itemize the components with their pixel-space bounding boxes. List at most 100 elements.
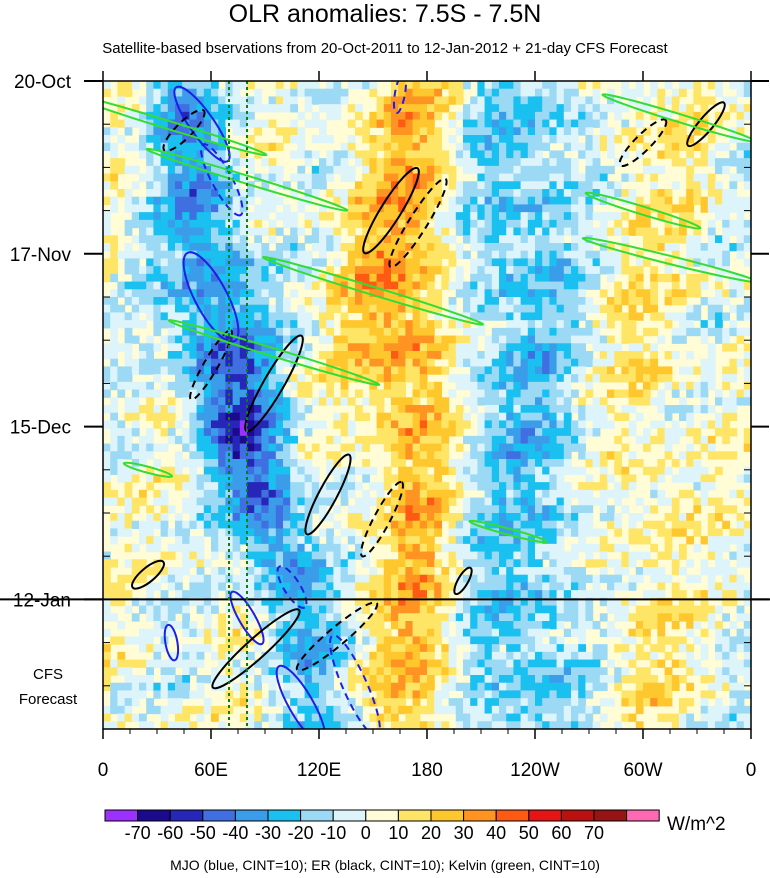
anomaly-cell	[679, 327, 687, 337]
anomaly-cell	[131, 165, 140, 175]
anomaly-cell	[167, 320, 176, 329]
anomaly-cell	[607, 266, 615, 275]
anomaly-cell	[419, 266, 428, 275]
anomaly-cell	[398, 335, 406, 344]
anomaly-cell	[117, 88, 126, 98]
anomaly-cell	[405, 258, 414, 267]
anomaly-cell	[247, 613, 255, 622]
anomaly-cell	[124, 528, 133, 537]
anomaly-cell	[434, 212, 442, 221]
anomaly-cell	[211, 389, 219, 398]
anomaly-cell	[427, 513, 435, 522]
anomaly-cell	[434, 520, 442, 530]
anomaly-cell	[146, 520, 154, 530]
anomaly-cell	[477, 243, 486, 252]
anomaly-cell	[124, 559, 133, 568]
anomaly-cell	[643, 227, 651, 236]
anomaly-cell	[211, 466, 219, 476]
anomaly-cell	[110, 119, 118, 128]
anomaly-cell	[355, 158, 363, 167]
anomaly-cell	[110, 428, 118, 437]
anomaly-cell	[232, 204, 241, 213]
anomaly-cell	[592, 96, 601, 105]
anomaly-cell	[203, 351, 212, 360]
anomaly-cell	[506, 605, 514, 614]
anomaly-cell	[146, 81, 154, 90]
anomaly-cell	[664, 381, 673, 391]
anomaly-cell	[470, 574, 478, 584]
anomaly-cell	[297, 397, 306, 406]
anomaly-cell	[527, 111, 536, 121]
anomaly-cell	[275, 127, 284, 136]
anomaly-cell	[196, 289, 205, 298]
anomaly-cell	[218, 189, 226, 198]
anomaly-cell	[513, 297, 522, 306]
anomaly-cell	[110, 582, 118, 591]
anomaly-cell	[391, 358, 399, 368]
anomaly-cell	[218, 119, 226, 128]
anomaly-cell	[391, 343, 399, 352]
anomaly-cell	[189, 474, 198, 483]
anomaly-cell	[311, 235, 320, 244]
anomaly-cell	[477, 435, 486, 445]
anomaly-cell	[484, 574, 493, 584]
anomaly-cell	[146, 250, 154, 260]
anomaly-cell	[470, 505, 478, 514]
anomaly-cell	[225, 520, 234, 530]
anomaly-cell	[355, 235, 363, 244]
anomaly-cell	[297, 165, 306, 175]
anomaly-cell	[484, 258, 493, 267]
anomaly-cell	[275, 165, 284, 175]
anomaly-cell	[549, 366, 558, 375]
anomaly-cell	[211, 320, 219, 329]
anomaly-cell	[131, 181, 140, 190]
anomaly-cell	[441, 351, 450, 360]
anomaly-cell	[621, 466, 630, 476]
anomaly-cell	[707, 81, 716, 90]
anomaly-cell	[355, 574, 363, 584]
anomaly-cell	[715, 389, 723, 398]
anomaly-cell	[621, 250, 630, 260]
anomaly-cell	[571, 351, 579, 360]
anomaly-cell	[290, 289, 298, 298]
anomaly-cell	[211, 189, 219, 198]
anomaly-cell	[419, 212, 428, 221]
anomaly-cell	[232, 181, 241, 190]
anomaly-cell	[355, 482, 363, 491]
anomaly-cell	[499, 281, 507, 290]
anomaly-cell	[254, 428, 262, 437]
anomaly-cell	[326, 574, 334, 584]
anomaly-cell	[614, 482, 622, 491]
anomaly-cell	[218, 459, 226, 468]
anomaly-cell	[592, 104, 601, 113]
anomaly-cell	[455, 111, 464, 121]
anomaly-cell	[254, 590, 262, 599]
anomaly-cell	[391, 451, 399, 460]
anomaly-cell	[347, 250, 356, 260]
anomaly-cell	[628, 536, 637, 545]
anomaly-cell	[563, 335, 572, 344]
anomaly-cell	[513, 513, 522, 522]
anomaly-cell	[247, 505, 255, 514]
anomaly-cell	[736, 528, 745, 537]
anomaly-cell	[434, 81, 442, 90]
anomaly-cell	[405, 343, 414, 352]
anomaly-cell	[182, 551, 190, 560]
anomaly-cell	[736, 489, 745, 499]
anomaly-cell	[247, 489, 255, 499]
anomaly-cell	[657, 243, 666, 252]
anomaly-cell	[124, 543, 133, 553]
anomaly-cell	[326, 165, 334, 175]
anomaly-cell	[254, 520, 262, 530]
anomaly-cell	[103, 258, 111, 267]
anomaly-cell	[715, 335, 723, 344]
anomaly-cell	[124, 374, 133, 383]
anomaly-cell	[326, 189, 334, 198]
anomaly-cell	[463, 505, 471, 514]
anomaly-cell	[542, 127, 550, 136]
anomaly-cell	[355, 189, 363, 198]
anomaly-cell	[585, 119, 594, 128]
anomaly-cell	[153, 613, 162, 622]
anomaly-cell	[506, 466, 514, 476]
anomaly-cell	[535, 513, 543, 522]
